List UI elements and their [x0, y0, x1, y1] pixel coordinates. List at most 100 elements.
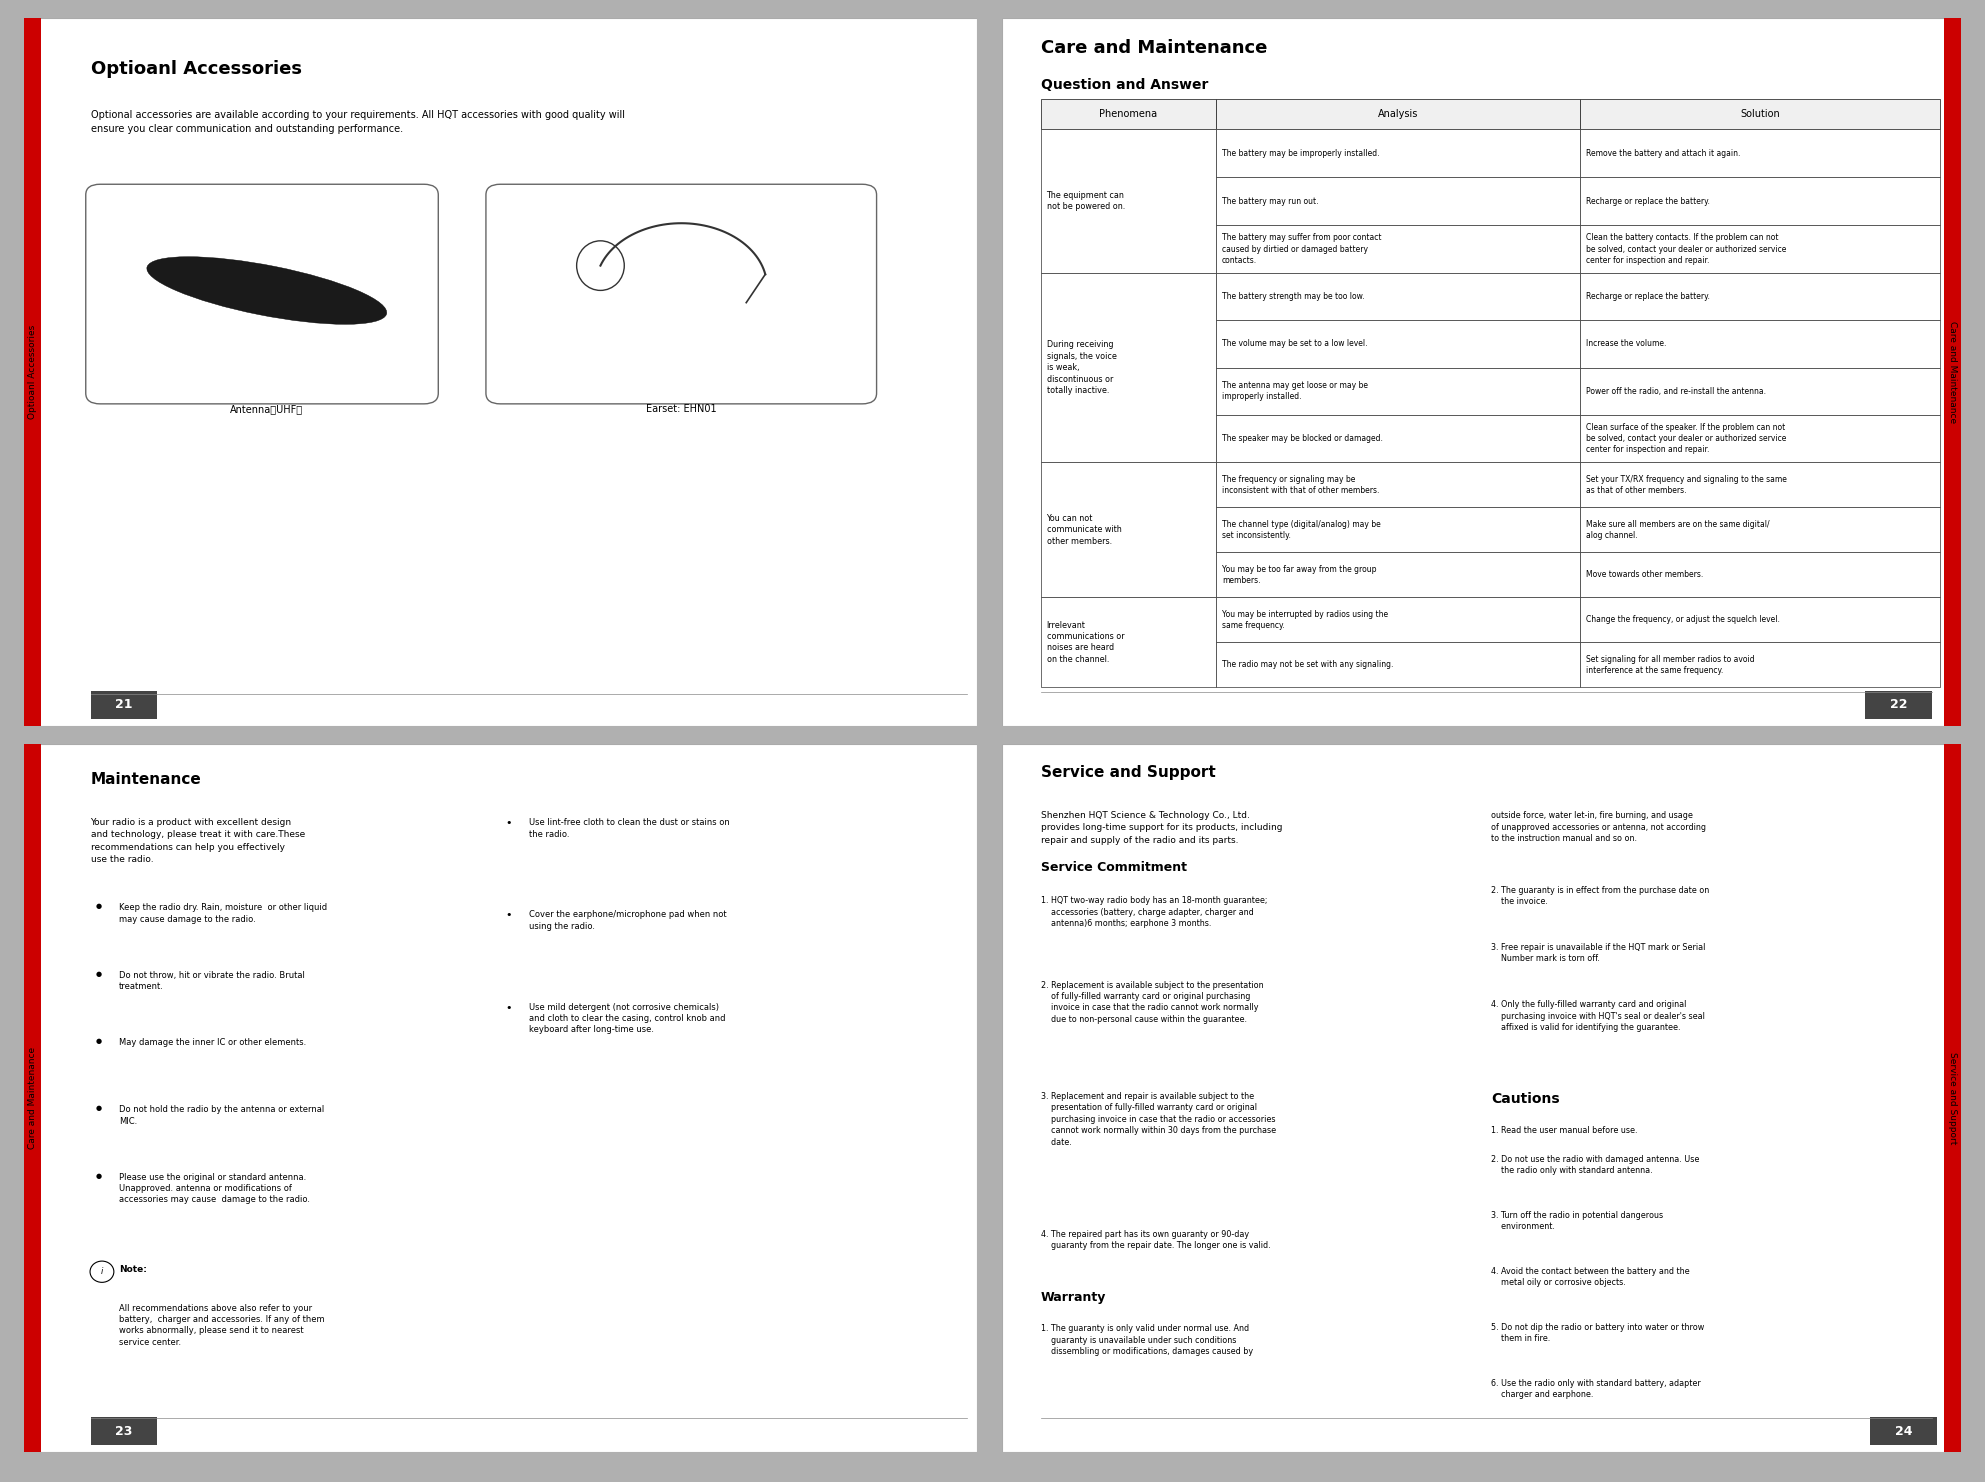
Bar [1217, 462, 1580, 507]
Text: Service Commitment: Service Commitment [1040, 861, 1187, 874]
Text: 1. Read the user manual before use.: 1. Read the user manual before use. [1491, 1126, 1638, 1135]
Bar [1580, 507, 1939, 553]
Text: ●: ● [95, 971, 101, 977]
Text: ●: ● [95, 1172, 101, 1178]
Text: 4. The repaired part has its own guaranty or 90-day
    guaranty from the repair: 4. The repaired part has its own guarant… [1040, 1230, 1270, 1251]
Text: The frequency or signaling may be
inconsistent with that of other members.: The frequency or signaling may be incons… [1223, 474, 1380, 495]
Text: 1. The guaranty is only valid under normal use. And
    guaranty is unavailable : 1. The guaranty is only valid under norm… [1040, 1323, 1253, 1356]
Text: You may be too far away from the group
members.: You may be too far away from the group m… [1223, 565, 1376, 585]
Text: 2. Replacement is available subject to the presentation
    of fully-filled warr: 2. Replacement is available subject to t… [1040, 981, 1262, 1024]
Text: 24: 24 [1896, 1424, 1912, 1438]
Bar [1580, 99, 1939, 129]
Text: The channel type (digital/analog) may be
set inconsistently.: The channel type (digital/analog) may be… [1223, 520, 1382, 539]
Bar [24, 744, 42, 1452]
Text: 23: 23 [115, 1424, 133, 1438]
Text: All recommendations above also refer to your
battery,  charger and accessories. : All recommendations above also refer to … [119, 1304, 326, 1347]
Text: Service and Support: Service and Support [1040, 765, 1215, 780]
Text: Cautions: Cautions [1491, 1092, 1560, 1106]
Bar [1580, 273, 1939, 320]
Bar [1040, 129, 1217, 273]
Bar [1217, 99, 1580, 129]
Text: Phenomena: Phenomena [1100, 110, 1157, 119]
Bar [1217, 129, 1580, 176]
Text: Use mild detergent (not corrosive chemicals)
and cloth to clear the casing, cont: Use mild detergent (not corrosive chemic… [528, 1002, 725, 1034]
Bar [1580, 176, 1939, 225]
Text: Analysis: Analysis [1378, 110, 1419, 119]
Bar [1866, 691, 1933, 719]
Text: Care and Maintenance: Care and Maintenance [1947, 322, 1957, 422]
Bar [1580, 642, 1939, 688]
Text: May damage the inner IC or other elements.: May damage the inner IC or other element… [119, 1037, 306, 1046]
Text: Increase the volume.: Increase the volume. [1586, 339, 1667, 348]
Text: Care and Maintenance: Care and Maintenance [1040, 39, 1266, 56]
Text: Power off the radio, and re-install the antenna.: Power off the radio, and re-install the … [1586, 387, 1767, 396]
Text: Make sure all members are on the same digital/
alog channel.: Make sure all members are on the same di… [1586, 520, 1771, 539]
Text: The volume may be set to a low level.: The volume may be set to a low level. [1223, 339, 1368, 348]
Bar [1217, 642, 1580, 688]
Text: The radio may not be set with any signaling.: The radio may not be set with any signal… [1223, 659, 1393, 670]
Bar [1217, 225, 1580, 273]
Text: Service and Support: Service and Support [1947, 1052, 1957, 1144]
Text: Change the frequency, or adjust the squelch level.: Change the frequency, or adjust the sque… [1586, 615, 1781, 624]
Text: The equipment can
not be powered on.: The equipment can not be powered on. [1046, 191, 1125, 212]
Bar [24, 18, 42, 726]
Text: During receiving
signals, the voice
is weak,
discontinuous or
totally inactive.: During receiving signals, the voice is w… [1046, 341, 1116, 396]
Text: ●: ● [95, 1037, 101, 1043]
Text: Set signaling for all member radios to avoid
interference at the same frequency.: Set signaling for all member radios to a… [1586, 655, 1755, 674]
Bar [1217, 553, 1580, 597]
Text: Do not hold the radio by the antenna or external
MIC.: Do not hold the radio by the antenna or … [119, 1106, 324, 1126]
Bar [1580, 415, 1939, 462]
Bar [1580, 320, 1939, 368]
Bar [91, 691, 157, 719]
Text: 4. Avoid the contact between the battery and the
    metal oily or corrosive obj: 4. Avoid the contact between the battery… [1491, 1267, 1689, 1288]
Text: Shenzhen HQT Science & Technology Co., Ltd.
provides long-time support for its p: Shenzhen HQT Science & Technology Co., L… [1040, 811, 1282, 845]
Text: 2. The guaranty is in effect from the purchase date on
    the invoice.: 2. The guaranty is in effect from the pu… [1491, 886, 1709, 906]
Bar [1580, 553, 1939, 597]
Text: Remove the battery and attach it again.: Remove the battery and attach it again. [1586, 148, 1741, 157]
Bar [1580, 462, 1939, 507]
Text: Optioanl Accessories: Optioanl Accessories [91, 61, 302, 79]
Text: 3. Turn off the radio in potential dangerous
    environment.: 3. Turn off the radio in potential dange… [1491, 1211, 1663, 1232]
Text: 4. Only the fully-filled warranty card and original
    purchasing invoice with : 4. Only the fully-filled warranty card a… [1491, 1000, 1705, 1033]
Text: The antenna may get loose or may be
improperly installed.: The antenna may get loose or may be impr… [1223, 381, 1368, 402]
Text: Set your TX/RX frequency and signaling to the same
as that of other members.: Set your TX/RX frequency and signaling t… [1586, 474, 1786, 495]
Text: outside force, water let-in, fire burning, and usage
of unapproved accessories o: outside force, water let-in, fire burnin… [1491, 811, 1707, 843]
Text: Recharge or replace the battery.: Recharge or replace the battery. [1586, 292, 1709, 301]
Text: The battery may suffer from poor contact
caused by dirtied or damaged battery
co: The battery may suffer from poor contact… [1223, 234, 1382, 265]
Text: Note:: Note: [119, 1264, 147, 1273]
Text: Maintenance: Maintenance [91, 772, 200, 787]
Text: Earset: EHN01: Earset: EHN01 [645, 405, 717, 413]
Text: You may be interrupted by radios using the
same frequency.: You may be interrupted by radios using t… [1223, 609, 1388, 630]
Ellipse shape [147, 256, 387, 325]
Text: Use lint-free cloth to clean the dust or stains on
the radio.: Use lint-free cloth to clean the dust or… [528, 818, 730, 839]
Text: Optional accessories are available according to your requirements. All HQT acces: Optional accessories are available accor… [91, 110, 625, 133]
Text: 6. Use the radio only with standard battery, adapter
    charger and earphone.: 6. Use the radio only with standard batt… [1491, 1378, 1701, 1399]
Text: •: • [504, 910, 512, 920]
Bar [1870, 1417, 1937, 1445]
Text: 3. Free repair is unavailable if the HQT mark or Serial
    Number mark is torn : 3. Free repair is unavailable if the HQT… [1491, 943, 1705, 963]
Text: Do not throw, hit or vibrate the radio. Brutal
treatment.: Do not throw, hit or vibrate the radio. … [119, 971, 306, 991]
FancyBboxPatch shape [85, 184, 439, 405]
Bar [1217, 507, 1580, 553]
Text: Antenna（UHF）: Antenna（UHF） [230, 405, 304, 413]
Text: ●: ● [95, 1106, 101, 1112]
Bar [1217, 368, 1580, 415]
Text: ●: ● [95, 904, 101, 910]
Text: Move towards other members.: Move towards other members. [1586, 571, 1703, 579]
Bar [1580, 225, 1939, 273]
Ellipse shape [89, 1261, 113, 1282]
Bar [91, 1417, 157, 1445]
Bar [1217, 273, 1580, 320]
Text: Warranty: Warranty [1040, 1291, 1106, 1304]
Text: 3. Replacement and repair is available subject to the
    presentation of fully-: 3. Replacement and repair is available s… [1040, 1092, 1276, 1147]
Text: Cover the earphone/microphone pad when not
using the radio.: Cover the earphone/microphone pad when n… [528, 910, 727, 931]
Bar [1580, 368, 1939, 415]
Text: 22: 22 [1890, 698, 1908, 711]
Text: Clean the battery contacts. If the problem can not
be solved, contact your deale: Clean the battery contacts. If the probl… [1586, 234, 1786, 265]
Bar [1943, 744, 1961, 1452]
Text: The battery strength may be too low.: The battery strength may be too low. [1223, 292, 1364, 301]
Text: Clean surface of the speaker. If the problem can not
be solved, contact your dea: Clean surface of the speaker. If the pro… [1586, 422, 1786, 453]
Bar [1580, 597, 1939, 642]
Text: Solution: Solution [1741, 110, 1781, 119]
Text: i: i [101, 1267, 103, 1276]
